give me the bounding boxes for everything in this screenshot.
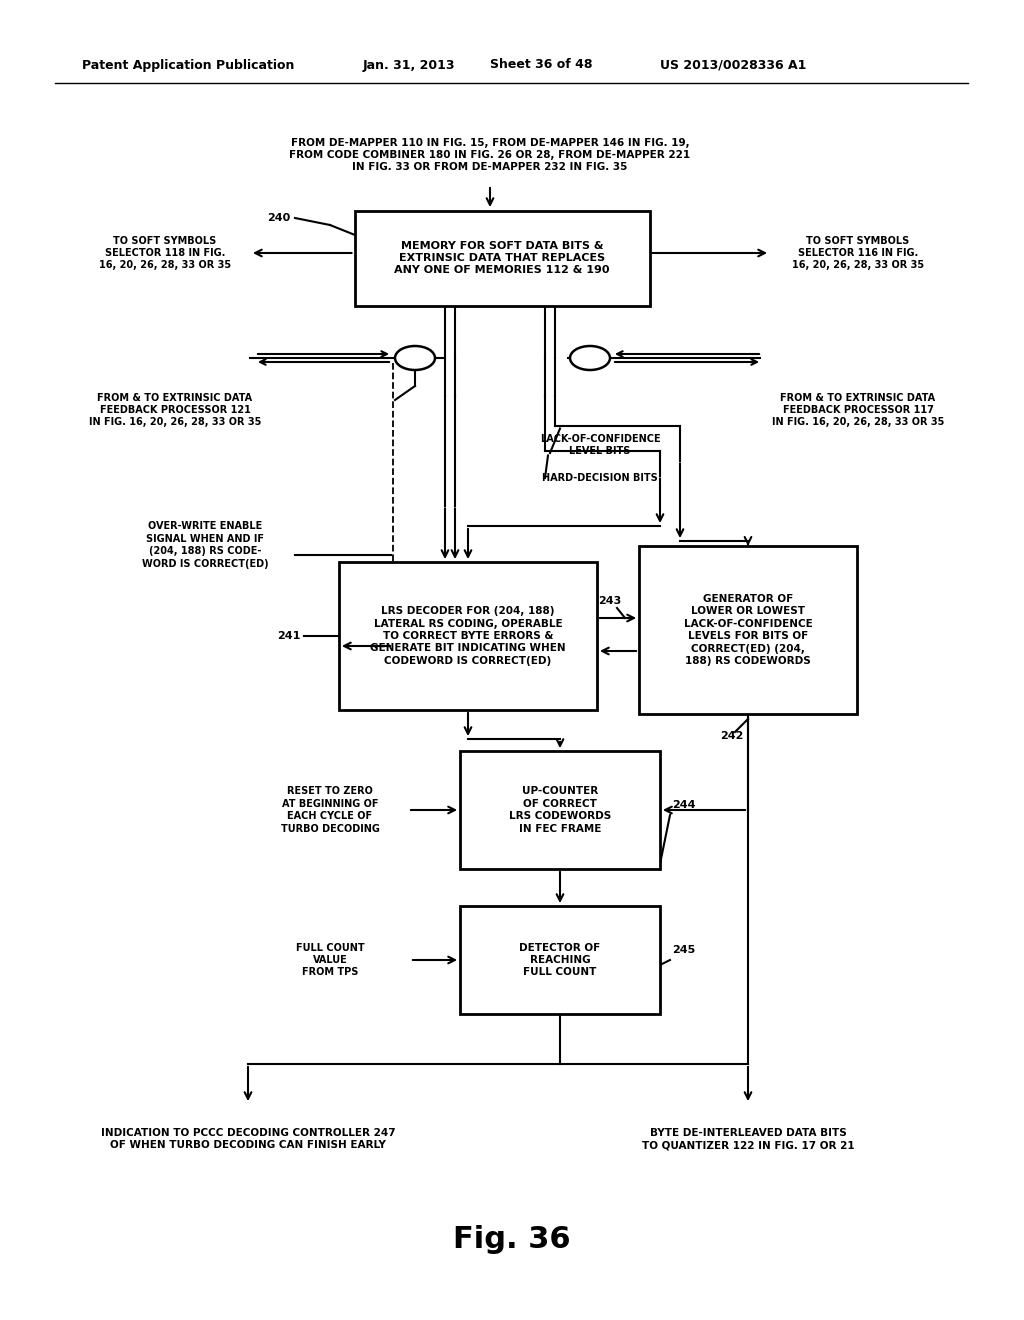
Text: DETECTOR OF
REACHING
FULL COUNT: DETECTOR OF REACHING FULL COUNT (519, 942, 601, 977)
Bar (460, 906, 660, 1014)
Text: GENERATOR OF
LOWER OR LOWEST
LACK-OF-CONFIDENCE
LEVELS FOR BITS OF
CORRECT(ED) (: GENERATOR OF LOWER OR LOWEST LACK-OF-CON… (684, 594, 812, 667)
Text: FROM DE-MAPPER 110 IN FIG. 15, FROM DE-MAPPER 146 IN FIG. 19,
FROM CODE COMBINER: FROM DE-MAPPER 110 IN FIG. 15, FROM DE-M… (290, 137, 690, 173)
Text: INDICATION TO PCCC DECODING CONTROLLER 247
OF WHEN TURBO DECODING CAN FINISH EAR: INDICATION TO PCCC DECODING CONTROLLER 2… (100, 1127, 395, 1150)
Text: UP-COUNTER
OF CORRECT
LRS CODEWORDS
IN FEC FRAME: UP-COUNTER OF CORRECT LRS CODEWORDS IN F… (509, 787, 611, 834)
Bar (460, 751, 660, 869)
Text: MEMORY FOR SOFT DATA BITS &
EXTRINSIC DATA THAT REPLACES
ANY ONE OF MEMORIES 112: MEMORY FOR SOFT DATA BITS & EXTRINSIC DA… (394, 240, 609, 276)
Text: Jan. 31, 2013: Jan. 31, 2013 (362, 58, 456, 71)
Text: 240: 240 (266, 213, 290, 223)
Text: RESET TO ZERO
AT BEGINNING OF
EACH CYCLE OF
TURBO DECODING: RESET TO ZERO AT BEGINNING OF EACH CYCLE… (281, 787, 380, 834)
Ellipse shape (395, 346, 435, 370)
Text: LACK-OF-CONFIDENCE
LEVEL BITS: LACK-OF-CONFIDENCE LEVEL BITS (540, 434, 660, 457)
Bar (639, 546, 857, 714)
Text: Patent Application Publication: Patent Application Publication (82, 58, 294, 71)
Text: BYTE DE-INTERLEAVED DATA BITS
TO QUANTIZER 122 IN FIG. 17 OR 21: BYTE DE-INTERLEAVED DATA BITS TO QUANTIZ… (642, 1127, 854, 1150)
Text: US 2013/0028336 A1: US 2013/0028336 A1 (660, 58, 806, 71)
Bar (354, 210, 649, 305)
Text: Fig. 36: Fig. 36 (454, 1225, 570, 1254)
Ellipse shape (570, 346, 610, 370)
Text: 244: 244 (672, 800, 695, 810)
Text: TO SOFT SYMBOLS
SELECTOR 118 IN FIG.
16, 20, 26, 28, 33 OR 35: TO SOFT SYMBOLS SELECTOR 118 IN FIG. 16,… (99, 235, 231, 271)
Text: 242: 242 (720, 731, 743, 741)
Text: 245: 245 (672, 945, 695, 954)
Text: 241: 241 (276, 631, 300, 642)
Text: FULL COUNT
VALUE
FROM TPS: FULL COUNT VALUE FROM TPS (296, 942, 365, 977)
Text: FROM & TO EXTRINSIC DATA
FEEDBACK PROCESSOR 121
IN FIG. 16, 20, 26, 28, 33 OR 35: FROM & TO EXTRINSIC DATA FEEDBACK PROCES… (89, 392, 261, 428)
Text: OVER-WRITE ENABLE
SIGNAL WHEN AND IF
(204, 188) RS CODE-
WORD IS CORRECT(ED): OVER-WRITE ENABLE SIGNAL WHEN AND IF (20… (141, 521, 268, 569)
Text: 243: 243 (598, 597, 622, 606)
Bar (339, 562, 597, 710)
Text: TO SOFT SYMBOLS
SELECTOR 116 IN FIG.
16, 20, 26, 28, 33 OR 35: TO SOFT SYMBOLS SELECTOR 116 IN FIG. 16,… (792, 235, 924, 271)
Text: Sheet 36 of 48: Sheet 36 of 48 (490, 58, 593, 71)
Text: FROM & TO EXTRINSIC DATA
FEEDBACK PROCESSOR 117
IN FIG. 16, 20, 26, 28, 33 OR 35: FROM & TO EXTRINSIC DATA FEEDBACK PROCES… (772, 392, 944, 428)
Text: HARD-DECISION BITS: HARD-DECISION BITS (542, 473, 657, 483)
Text: LRS DECODER FOR (204, 188)
LATERAL RS CODING, OPERABLE
TO CORRECT BYTE ERRORS &
: LRS DECODER FOR (204, 188) LATERAL RS CO… (371, 606, 566, 665)
